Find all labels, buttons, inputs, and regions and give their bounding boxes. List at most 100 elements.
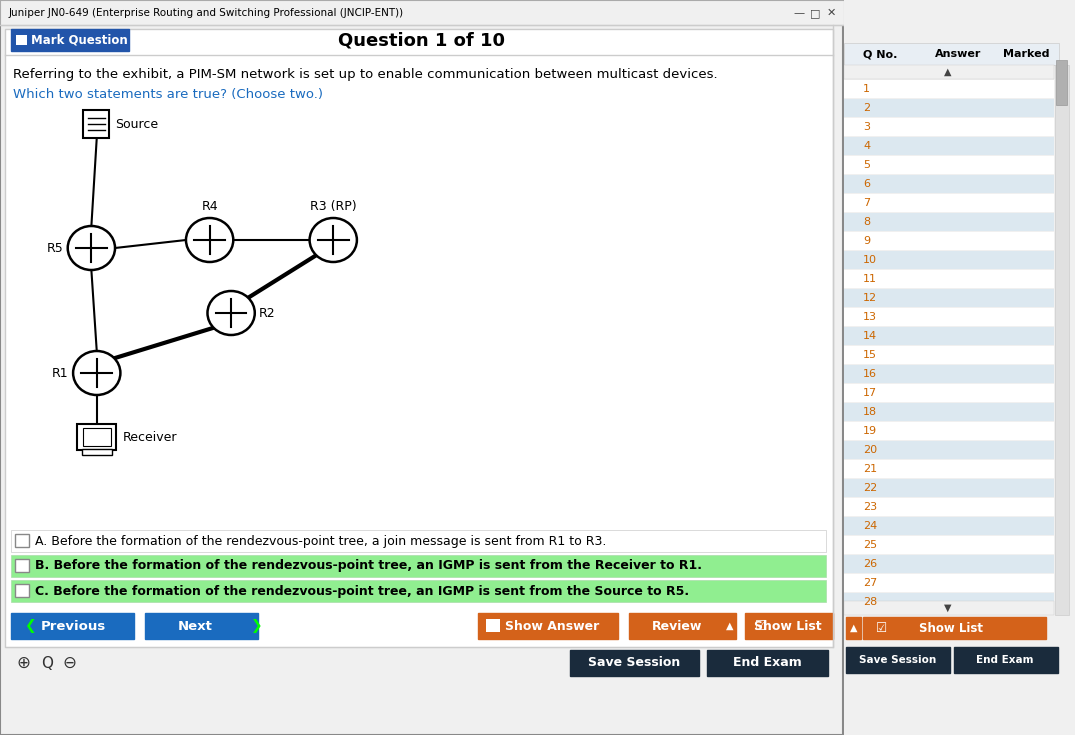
Text: Save Session: Save Session bbox=[588, 656, 680, 670]
Bar bbox=[15, 534, 29, 547]
Text: End Exam: End Exam bbox=[976, 655, 1034, 665]
Text: 3: 3 bbox=[863, 122, 871, 132]
Text: R5: R5 bbox=[46, 242, 63, 254]
Text: 28: 28 bbox=[863, 597, 877, 607]
Text: 10: 10 bbox=[863, 255, 877, 265]
Text: ⊖: ⊖ bbox=[62, 654, 76, 672]
FancyBboxPatch shape bbox=[844, 555, 1054, 573]
FancyBboxPatch shape bbox=[844, 43, 1059, 65]
Text: ✕: ✕ bbox=[827, 8, 835, 18]
Text: 18: 18 bbox=[863, 407, 877, 417]
Bar bbox=[83, 110, 109, 138]
Bar bbox=[77, 424, 116, 450]
Text: 4: 4 bbox=[863, 141, 871, 151]
Text: ❯: ❯ bbox=[250, 619, 262, 633]
Text: Previous: Previous bbox=[41, 620, 105, 633]
Text: 26: 26 bbox=[863, 559, 877, 569]
FancyBboxPatch shape bbox=[11, 613, 134, 639]
Text: Q No.: Q No. bbox=[863, 49, 898, 59]
FancyBboxPatch shape bbox=[846, 647, 950, 673]
Text: 22: 22 bbox=[863, 483, 877, 493]
FancyBboxPatch shape bbox=[11, 530, 826, 552]
FancyBboxPatch shape bbox=[11, 580, 826, 602]
Text: B. Before the formation of the rendezvous-point tree, an IGMP is sent from the R: B. Before the formation of the rendezvou… bbox=[35, 559, 702, 573]
FancyBboxPatch shape bbox=[844, 536, 1054, 554]
Text: Answer: Answer bbox=[935, 49, 981, 59]
FancyBboxPatch shape bbox=[844, 498, 1054, 516]
Text: Which two statements are true? (Choose two.): Which two statements are true? (Choose t… bbox=[13, 87, 322, 101]
Text: □: □ bbox=[809, 8, 820, 18]
Text: Save Session: Save Session bbox=[859, 655, 936, 665]
FancyBboxPatch shape bbox=[844, 346, 1054, 364]
Text: Marked: Marked bbox=[1003, 49, 1049, 59]
FancyBboxPatch shape bbox=[844, 213, 1054, 231]
FancyBboxPatch shape bbox=[844, 422, 1054, 440]
Text: R1: R1 bbox=[53, 367, 69, 379]
Text: 20: 20 bbox=[863, 445, 877, 455]
FancyBboxPatch shape bbox=[844, 593, 1054, 611]
Text: ❮: ❮ bbox=[24, 619, 35, 633]
FancyBboxPatch shape bbox=[863, 617, 1046, 639]
Text: Referring to the exhibit, a PIM-SM network is set up to enable communication bet: Referring to the exhibit, a PIM-SM netwo… bbox=[13, 68, 717, 81]
FancyBboxPatch shape bbox=[5, 29, 833, 647]
Text: ▼: ▼ bbox=[945, 603, 951, 613]
Text: Next: Next bbox=[178, 620, 213, 633]
Text: 19: 19 bbox=[863, 426, 877, 436]
FancyBboxPatch shape bbox=[0, 0, 844, 25]
FancyBboxPatch shape bbox=[145, 613, 258, 639]
FancyBboxPatch shape bbox=[844, 156, 1054, 174]
Circle shape bbox=[310, 218, 357, 262]
Text: R2: R2 bbox=[259, 306, 275, 320]
Circle shape bbox=[73, 351, 120, 395]
Text: Mark Question: Mark Question bbox=[31, 34, 128, 46]
FancyBboxPatch shape bbox=[844, 574, 1054, 592]
Text: 15: 15 bbox=[863, 350, 877, 360]
FancyBboxPatch shape bbox=[844, 194, 1054, 212]
FancyBboxPatch shape bbox=[11, 29, 129, 51]
Text: Review: Review bbox=[653, 620, 702, 633]
Bar bbox=[15, 559, 29, 572]
FancyBboxPatch shape bbox=[844, 251, 1054, 269]
FancyBboxPatch shape bbox=[844, 289, 1054, 307]
FancyBboxPatch shape bbox=[844, 441, 1054, 459]
FancyBboxPatch shape bbox=[844, 270, 1054, 288]
Bar bbox=[16, 35, 27, 45]
Text: R3 (RP): R3 (RP) bbox=[310, 200, 357, 213]
Text: 21: 21 bbox=[863, 464, 877, 474]
Text: ▲: ▲ bbox=[850, 623, 857, 633]
FancyBboxPatch shape bbox=[844, 384, 1054, 402]
FancyBboxPatch shape bbox=[11, 555, 826, 577]
FancyBboxPatch shape bbox=[1055, 65, 1069, 615]
Text: ☑: ☑ bbox=[876, 622, 887, 634]
Text: 27: 27 bbox=[863, 578, 877, 588]
FancyBboxPatch shape bbox=[844, 327, 1054, 345]
Text: 12: 12 bbox=[863, 293, 877, 303]
Text: —: — bbox=[793, 8, 804, 18]
FancyBboxPatch shape bbox=[844, 308, 1054, 326]
Circle shape bbox=[186, 218, 233, 262]
FancyBboxPatch shape bbox=[844, 65, 1054, 79]
Text: 24: 24 bbox=[863, 521, 877, 531]
FancyBboxPatch shape bbox=[844, 232, 1054, 250]
Text: Q: Q bbox=[41, 656, 53, 670]
FancyBboxPatch shape bbox=[844, 80, 1054, 98]
Text: R4: R4 bbox=[201, 200, 218, 213]
Text: 2: 2 bbox=[863, 103, 871, 113]
Text: 1: 1 bbox=[863, 84, 871, 94]
FancyBboxPatch shape bbox=[844, 137, 1054, 155]
Text: 9: 9 bbox=[863, 236, 871, 246]
Bar bbox=[15, 584, 29, 597]
FancyBboxPatch shape bbox=[844, 460, 1054, 478]
Text: Show List: Show List bbox=[919, 622, 984, 634]
FancyBboxPatch shape bbox=[844, 601, 1054, 615]
Text: 13: 13 bbox=[863, 312, 877, 322]
FancyBboxPatch shape bbox=[478, 613, 618, 639]
Text: Show List: Show List bbox=[755, 620, 821, 633]
FancyBboxPatch shape bbox=[745, 613, 833, 639]
Text: 6: 6 bbox=[863, 179, 871, 189]
Text: ⊕: ⊕ bbox=[16, 654, 30, 672]
Bar bbox=[83, 428, 111, 446]
FancyBboxPatch shape bbox=[629, 613, 736, 639]
Text: ▲: ▲ bbox=[945, 67, 951, 77]
Circle shape bbox=[68, 226, 115, 270]
